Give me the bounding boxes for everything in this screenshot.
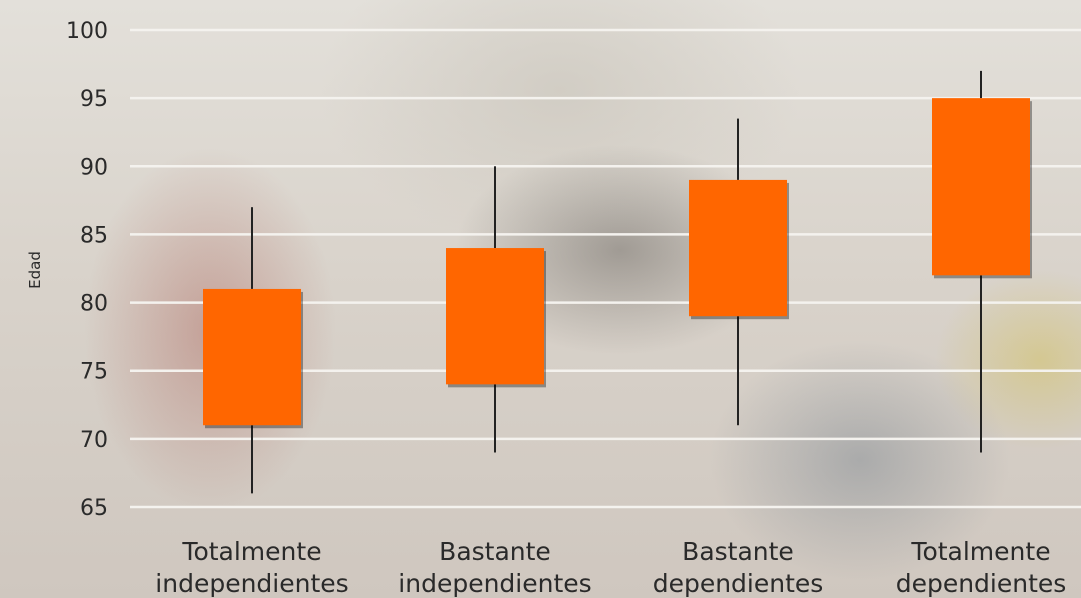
box-rect <box>689 179 787 317</box>
y-tick-label: 85 <box>80 223 108 248</box>
x-category-label: dependientes <box>896 569 1067 598</box>
x-category-label: Totalmente <box>910 537 1050 566</box>
x-label-layer: Totalmente independientes Bastante independ… <box>155 537 1066 598</box>
y-axis-label: Edad <box>26 251 44 289</box>
y-tick-layer: 100 95 90 85 80 75 70 65 <box>66 19 108 521</box>
box-layer <box>203 70 1032 494</box>
x-category-label: independientes <box>398 569 591 598</box>
y-tick-label: 80 <box>80 292 108 317</box>
x-category-label: Bastante <box>439 537 551 566</box>
y-tick-label: 90 <box>80 155 108 180</box>
box-rect <box>932 98 1030 276</box>
x-category-label: dependientes <box>653 569 824 598</box>
box-rect <box>203 288 301 426</box>
y-tick-label: 70 <box>80 428 108 453</box>
x-category-label: Totalmente <box>181 537 321 566</box>
x-category-label: Bastante <box>682 537 794 566</box>
box-rect <box>446 248 544 385</box>
y-tick-label: 95 <box>80 87 108 112</box>
y-tick-label: 100 <box>66 19 108 44</box>
y-tick-label: 75 <box>80 360 108 385</box>
x-category-label: independientes <box>155 569 348 598</box>
y-tick-label: 65 <box>80 496 108 521</box>
